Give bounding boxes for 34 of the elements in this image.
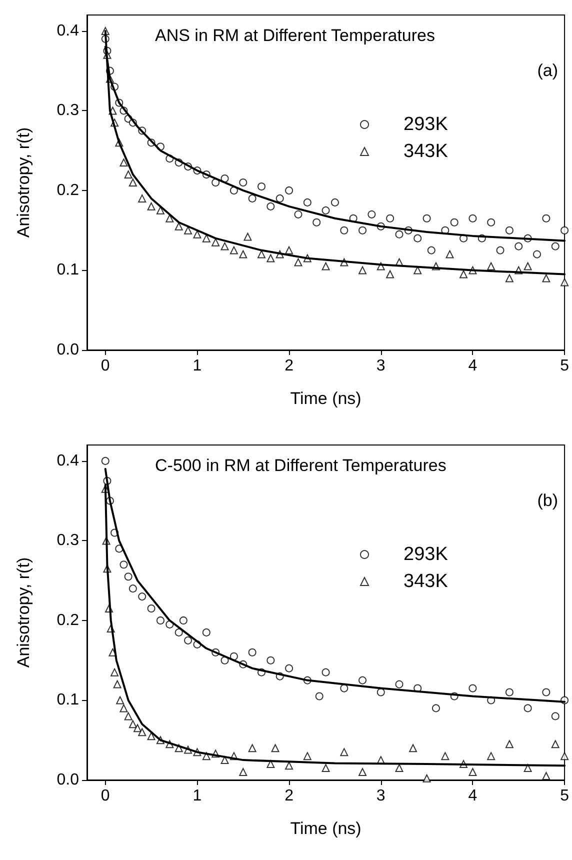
x-tick-label: 3: [376, 358, 386, 374]
y-tick-label: 0.3: [56, 102, 80, 120]
y-tick-label: 0.3: [56, 532, 80, 550]
x-tick-label: 5: [560, 788, 570, 804]
x-tick-label: 4: [468, 788, 478, 804]
x-tick-label: 5: [560, 358, 570, 374]
x-tick-label: 0: [100, 788, 110, 804]
y-tick-label: 0.2: [56, 182, 80, 199]
x-tick-label: 3: [376, 788, 386, 804]
x-tick-label: 4: [468, 358, 478, 374]
y-tick-label: 0.0: [56, 772, 80, 788]
legend-label: 293K: [404, 544, 448, 565]
x-axis-title: Time (ns): [290, 819, 362, 838]
text: C-500 in RM at Different Temperatures: [155, 456, 446, 475]
x-tick-label: 1: [192, 788, 202, 804]
y-tick-label: 0.2: [56, 612, 80, 629]
x-tick-label: 2: [284, 358, 294, 374]
x-tick-label: 2: [284, 788, 294, 804]
legend-label: 293K: [404, 114, 448, 135]
x-tick-label: 1: [192, 358, 202, 374]
legend-label: 343K: [404, 571, 448, 592]
annotation: (a): [537, 61, 558, 80]
y-axis-title: Anisotropy, r(t): [14, 127, 33, 238]
y-tick-label: 0.4: [56, 22, 80, 40]
x-tick-label: 0: [100, 358, 110, 374]
y-tick-label: 0.4: [56, 452, 80, 470]
annotation: (b): [537, 491, 558, 510]
y-tick-label: 0.1: [56, 262, 80, 279]
y-axis-title: Anisotropy, r(t): [14, 557, 33, 668]
legend-label: 343K: [404, 141, 448, 162]
x-axis-title: Time (ns): [290, 389, 362, 408]
y-tick-label: 0.0: [56, 342, 80, 358]
text: ANS in RM at Different Temperatures: [155, 26, 435, 45]
y-tick-label: 0.1: [56, 692, 80, 709]
